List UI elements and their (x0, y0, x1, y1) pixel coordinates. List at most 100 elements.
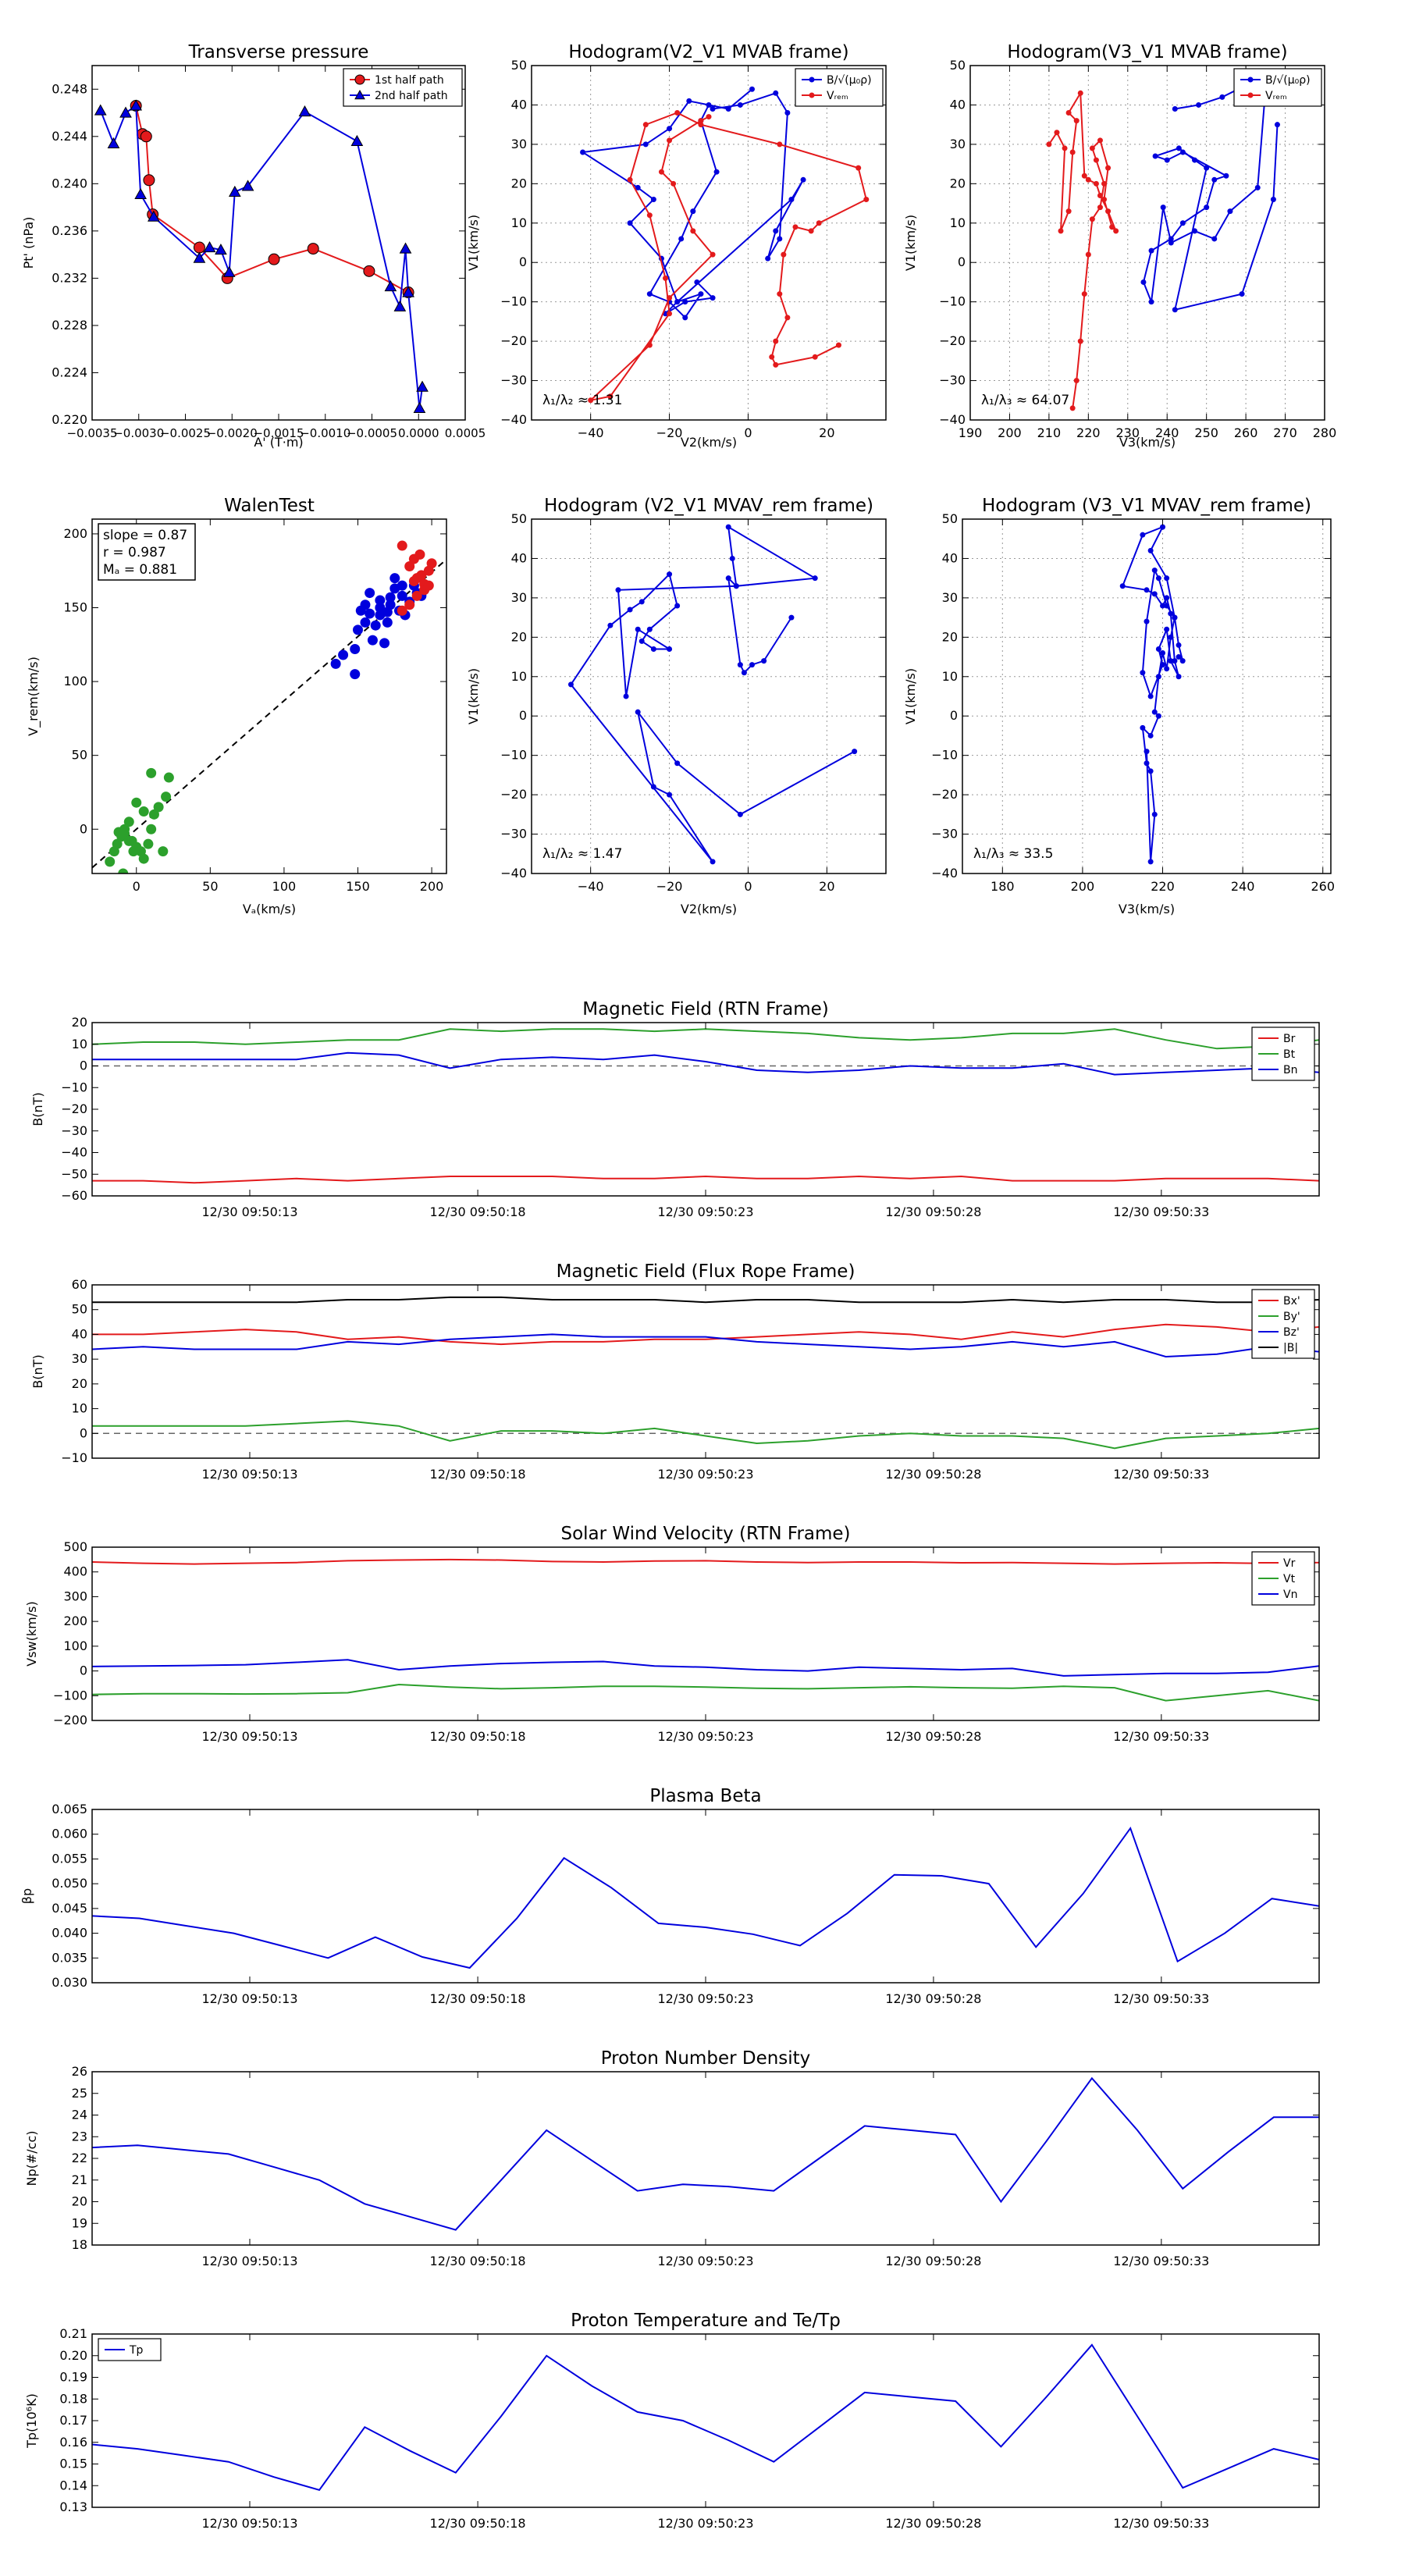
data-point (1101, 180, 1108, 187)
data-point (1077, 90, 1083, 96)
chart-h_v2: −40 −30 −20 −10 0 10 20 30 40 50 −40 −20 0 20 Hodogram… (466, 42, 887, 450)
data-point (360, 617, 371, 628)
y-tick-label: −50 (61, 1166, 87, 1181)
x-tick-label: 12/30 09:50:13 (201, 1467, 297, 1482)
legend-label: B/√(μ₀ρ) (827, 74, 872, 87)
data-point (812, 575, 818, 582)
y-tick-label: 10 (511, 669, 527, 684)
data-point (414, 549, 425, 560)
data-point (1085, 176, 1091, 183)
data-point (1155, 674, 1161, 680)
chart-np: 18 19 20 21 22 23 24 25 26 12/30 09:50:13 12/30 09… (24, 2048, 1320, 2268)
y-tick-label: 20 (72, 2194, 87, 2209)
y-axis-label: Vsw(km/s) (24, 1601, 39, 1666)
y-tick-label: 0.040 (52, 1926, 87, 1941)
y-axis-label: V1(km/s) (903, 668, 918, 724)
y-tick-label: −10 (939, 294, 966, 309)
data-point (777, 236, 783, 242)
data-point (330, 658, 341, 669)
series-2nd-half-path (94, 99, 429, 413)
data-point (363, 265, 375, 277)
y-tick-label: 0 (80, 1059, 87, 1073)
y-tick-label: 19 (72, 2215, 87, 2230)
data-point (350, 134, 364, 146)
data-point (674, 299, 681, 305)
plot-frame (962, 518, 1332, 874)
legend-box (795, 68, 884, 107)
y-tick-label: 0 (958, 254, 966, 269)
data-point (268, 253, 280, 265)
x-tick-label: 12/30 09:50:13 (201, 1204, 297, 1219)
y-tick-label: 21 (72, 2172, 87, 2187)
data-point (733, 583, 739, 589)
data-point (365, 608, 375, 619)
series-b (580, 86, 806, 321)
chart-title: Plasma Beta (649, 1786, 761, 1806)
x-tick-label: 12/30 09:50:23 (657, 1204, 753, 1219)
data-point (397, 540, 407, 551)
data-point (765, 255, 771, 262)
data-point (350, 643, 361, 654)
stats-box (98, 523, 196, 581)
y-tick-label: −40 (500, 412, 527, 427)
chart-title: Magnetic Field (RTN Frame) (582, 999, 829, 1019)
stats-text: Mₐ = 0.881 (103, 562, 177, 578)
data-point (1085, 251, 1091, 258)
data-point (1147, 732, 1154, 738)
x-tick-label: −0.0030 (113, 426, 164, 440)
data-point (698, 291, 704, 297)
legend-label: Bx' (1283, 1295, 1300, 1308)
data-point (379, 638, 390, 649)
data-point (1196, 101, 1202, 108)
y-tick-label: 0 (80, 1663, 87, 1678)
data-point (1164, 595, 1170, 601)
plot-area (962, 519, 1331, 873)
data-point (588, 397, 594, 404)
data-point (143, 174, 155, 187)
data-point (694, 279, 700, 285)
data-point (1179, 149, 1186, 155)
data-point (350, 669, 361, 680)
series-b (567, 524, 858, 865)
data-point (360, 600, 371, 610)
data-point (1172, 658, 1178, 664)
y-tick-label: 30 (511, 590, 527, 605)
data-point (729, 555, 735, 561)
data-point (365, 588, 375, 599)
data-point (128, 846, 139, 857)
data-point (1164, 666, 1170, 672)
x-tick-label: 12/30 09:50:33 (1113, 1729, 1209, 1744)
data-point (1144, 760, 1150, 767)
data-point (123, 817, 134, 827)
series-tp (92, 2343, 1319, 2491)
plot-frame (969, 65, 1325, 421)
data-point (686, 98, 692, 104)
y-tick-label: 50 (950, 58, 966, 73)
data-point (773, 90, 779, 96)
data-point (404, 600, 415, 610)
legend-label: Vn (1283, 1589, 1297, 1601)
data-point (148, 210, 160, 222)
legend-marker (354, 89, 365, 100)
data-point (353, 624, 363, 635)
y-tick-label: −40 (500, 866, 527, 881)
chart-h2_v3: −40 −30 −20 −10 0 10 20 30 40 50 180 200 220 240 260 Ho… (903, 496, 1335, 916)
y-tick-label: −20 (931, 787, 958, 802)
data-point (607, 393, 614, 400)
plot-frame (531, 518, 887, 874)
data-point (1151, 591, 1158, 597)
data-point (690, 208, 696, 215)
data-point (635, 626, 641, 632)
data-point (138, 806, 149, 817)
chart-beta: 0.030 0.035 0.040 0.045 0.050 0.055 0.060 0.065… (20, 1786, 1320, 2006)
data-point (646, 291, 653, 297)
chart-title: Hodogram (V2_V1 MVAV_rem frame) (544, 496, 873, 516)
y-axis-label: βp (20, 1888, 34, 1904)
data-point (1270, 197, 1276, 203)
x-tick-label: −20 (656, 425, 683, 440)
x-tick-label: −0.0005 (347, 426, 397, 440)
data-point (1097, 192, 1103, 198)
x-tick-label: 12/30 09:50:13 (201, 2516, 297, 2531)
legend-marker (1247, 76, 1254, 83)
data-point (143, 838, 154, 849)
